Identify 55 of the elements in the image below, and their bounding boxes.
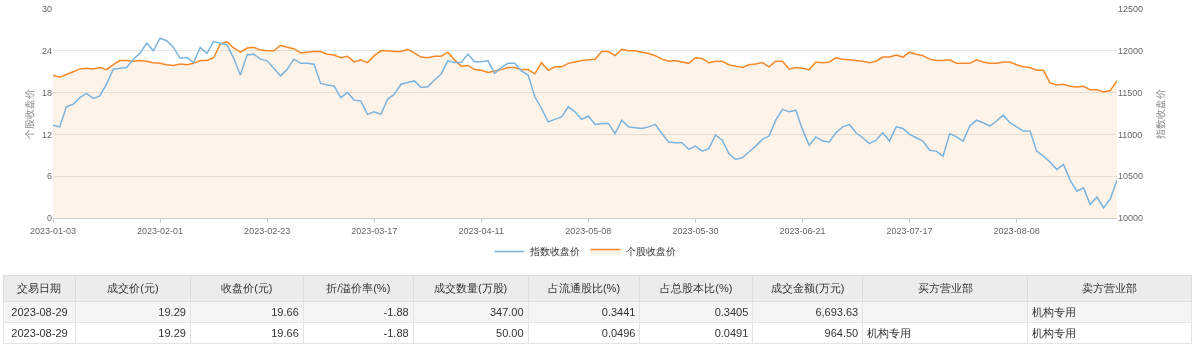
x-tick-label: 2023-08-08 xyxy=(993,225,1040,236)
text: 19.66 xyxy=(271,306,299,318)
category-label: 成交价(元) xyxy=(75,275,191,302)
text: 机构专用 xyxy=(1032,305,1077,318)
category-label: 占总股本比(%) xyxy=(639,275,753,302)
text: 0.0491 xyxy=(714,327,749,339)
category-label: 卖方营业部 xyxy=(1027,275,1192,302)
y-tick-label: 12 xyxy=(41,129,52,140)
y-axis-title: 个股收盘价 xyxy=(21,88,36,139)
y-tick-label: 24 xyxy=(41,45,52,56)
x-tick-label: 2023-01-03 xyxy=(29,225,77,236)
text: 6,693.63 xyxy=(815,306,859,318)
x-tick-label: 2023-03-17 xyxy=(351,225,398,236)
x-tick-label: 2023-05-30 xyxy=(672,225,719,236)
y2-tick-label: 12000 xyxy=(1118,45,1144,56)
y-tick-label: 6 xyxy=(46,171,52,182)
y2-tick-label: 10500 xyxy=(1118,171,1144,182)
category-label: 折/溢价率(%) xyxy=(303,275,414,302)
text: 0.3405 xyxy=(714,306,749,318)
x-tick-label: 2023-05-08 xyxy=(565,225,612,236)
text: 964.50 xyxy=(824,327,859,339)
text: 347.00 xyxy=(489,306,524,318)
text: 2023-08-29 xyxy=(11,306,68,318)
legend-label: 指数收盘价 xyxy=(528,244,580,259)
text: 机构专用 xyxy=(1032,326,1077,339)
text: 机构专用 xyxy=(867,326,912,339)
text: 50.00 xyxy=(496,327,524,339)
y2-tick-label: 12500 xyxy=(1118,4,1144,15)
category-label: 占流通股比(%) xyxy=(528,275,640,302)
category-label: 成交数量(万股) xyxy=(413,275,529,302)
y2-tick-label: 11000 xyxy=(1118,129,1143,140)
y2-axis-title: 指数收盘价 xyxy=(1152,88,1167,140)
x-tick-label: 2023-02-01 xyxy=(137,225,184,236)
y-tick-label: 0 xyxy=(46,213,52,224)
text: -1.88 xyxy=(383,306,409,318)
x-tick-label: 2023-04-11 xyxy=(458,225,504,236)
x-tick-label: 2023-07-17 xyxy=(886,225,933,236)
text: 19.66 xyxy=(271,327,299,339)
y-tick-label: 18 xyxy=(41,87,52,98)
category-label: 买方营业部 xyxy=(862,275,1028,302)
x-tick-label: 2023-06-21 xyxy=(779,225,826,236)
category-label: 交易日期 xyxy=(3,275,76,302)
text: 0.0496 xyxy=(601,327,636,339)
text: 19.29 xyxy=(158,306,186,318)
text: 19.29 xyxy=(158,327,186,339)
y-tick-label: 30 xyxy=(41,4,52,15)
text: 2023-08-29 xyxy=(11,327,68,339)
category-label: 收盘价(元) xyxy=(190,275,304,302)
x-tick-label: 2023-02-23 xyxy=(244,225,291,236)
text: -1.88 xyxy=(383,327,409,339)
legend-label: 个股收盘价 xyxy=(625,244,676,259)
category-label: 成交金额(万元) xyxy=(752,275,863,302)
y2-tick-label: 11500 xyxy=(1118,87,1143,98)
y2-tick-label: 10000 xyxy=(1118,213,1144,224)
text: 0.3441 xyxy=(601,306,636,318)
